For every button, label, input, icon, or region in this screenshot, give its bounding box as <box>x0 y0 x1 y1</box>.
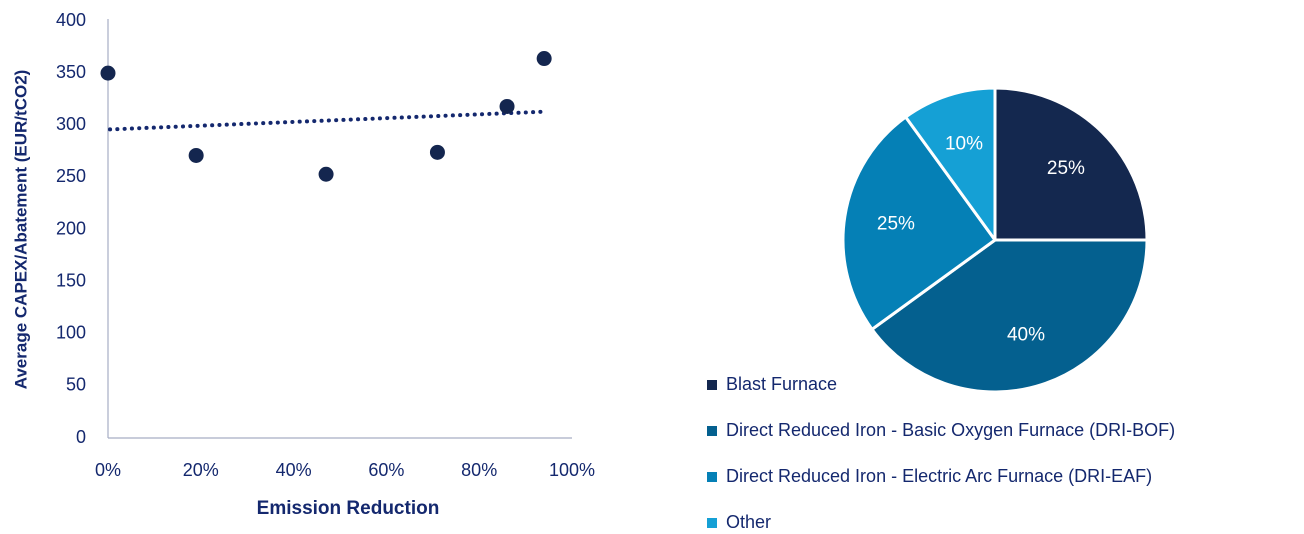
pie-data-label: 25% <box>877 213 915 234</box>
data-points <box>100 51 552 182</box>
legend-swatch <box>707 426 717 436</box>
legend-item: Direct Reduced Iron - Electric Arc Furna… <box>707 466 1152 486</box>
trendline <box>108 109 547 132</box>
data-point <box>429 144 445 160</box>
legend: Blast Furnace Direct Reduced Iron - Basic… <box>707 374 1175 532</box>
pie-slice <box>870 238 1149 394</box>
pie-slice <box>904 86 997 242</box>
y-tick-label: 0 <box>76 427 86 447</box>
legend-label: Direct Reduced Iron - Basic Oxygen Furna… <box>726 420 1175 440</box>
y-tick-label: 250 <box>56 166 86 186</box>
legend-item: Other <box>707 512 771 532</box>
legend-item: Direct Reduced Iron - Basic Oxygen Furna… <box>707 420 1175 440</box>
scatter-chart: Average CAPEX/Abatement (EUR/tCO2) Emiss… <box>11 10 595 519</box>
x-tick-label: 60% <box>368 460 404 480</box>
pie-data-label: 25% <box>1047 158 1085 179</box>
pie-data-label: 10% <box>945 134 983 155</box>
pie-slice <box>841 115 997 331</box>
y-tick-label: 50 <box>66 375 86 395</box>
data-point <box>318 166 334 182</box>
y-tick-label: 150 <box>56 270 86 290</box>
x-ticks: 0% 20% 40% 60% 80% 100% <box>95 460 595 480</box>
y-ticks: 0 50 100 150 200 250 300 350 400 <box>56 10 86 447</box>
legend-label: Direct Reduced Iron - Electric Arc Furna… <box>726 466 1152 486</box>
data-point <box>188 147 204 163</box>
pie-data-labels: 25% 40% 25% 10% <box>877 134 1085 346</box>
legend-swatch <box>707 518 717 528</box>
x-tick-label: 100% <box>549 460 595 480</box>
y-tick-label: 300 <box>56 114 86 134</box>
legend-swatch <box>707 472 717 482</box>
x-tick-label: 0% <box>95 460 121 480</box>
data-point <box>536 51 552 67</box>
legend-label: Other <box>726 512 771 532</box>
x-axis-label: Emission Reduction <box>257 498 440 519</box>
pie-data-label: 40% <box>1007 324 1045 345</box>
legend-swatch <box>707 380 717 390</box>
y-tick-label: 100 <box>56 323 86 343</box>
y-tick-label: 350 <box>56 62 86 82</box>
x-tick-label: 20% <box>183 460 219 480</box>
legend-item: Blast Furnace <box>707 374 837 394</box>
y-axis-label: Average CAPEX/Abatement (EUR/tCO2) <box>11 70 30 390</box>
pie-chart: 25% 40% 25% 10% Blast Furnace Direct Reduced… <box>707 86 1175 532</box>
x-tick-label: 40% <box>276 460 312 480</box>
legend-label: Blast Furnace <box>726 374 837 394</box>
pie-slices <box>841 86 1149 394</box>
x-tick-label: 80% <box>461 460 497 480</box>
pie-slice <box>993 86 1149 242</box>
data-point <box>100 65 116 81</box>
y-tick-label: 200 <box>56 218 86 238</box>
data-point <box>499 98 515 114</box>
y-tick-label: 400 <box>56 10 86 30</box>
